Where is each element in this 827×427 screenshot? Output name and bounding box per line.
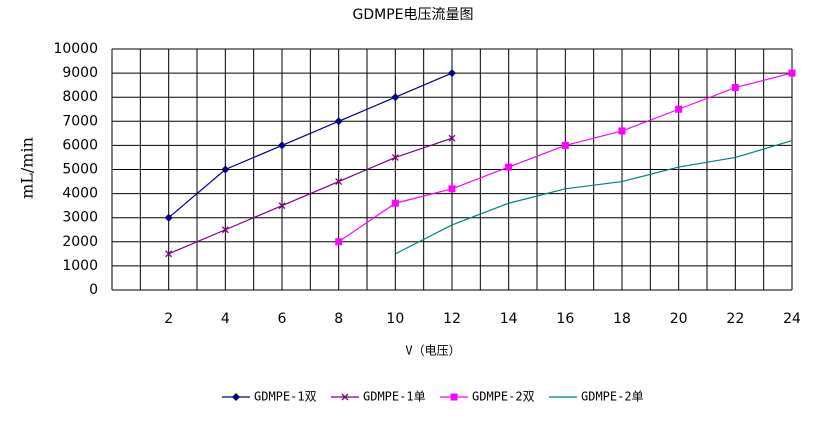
x-tick-label: 8 (334, 311, 343, 327)
legend-label: GDMPE-2单 (581, 390, 644, 404)
y-tick-label: 2000 (62, 234, 98, 250)
marker (278, 141, 286, 150)
chart-title: GDMPE电压流量图 (353, 7, 474, 23)
marker (788, 69, 796, 77)
x-tick-label: 6 (278, 311, 287, 327)
marker (448, 185, 456, 193)
marker (448, 134, 456, 142)
y-tick-label: 3000 (62, 210, 98, 226)
y-tick-label: 10000 (53, 41, 98, 57)
marker (391, 93, 400, 102)
y-tick-label: 0 (89, 282, 98, 298)
legend-label: GDMPE-1双 (254, 390, 317, 404)
marker (505, 163, 513, 171)
x-tick-label: 20 (670, 311, 688, 327)
x-tick-label: 10 (386, 311, 404, 327)
marker (232, 393, 240, 401)
marker (334, 117, 343, 126)
marker (335, 178, 343, 186)
y-tick-label: 5000 (62, 162, 98, 178)
marker (164, 213, 173, 222)
x-tick-label: 22 (726, 311, 744, 327)
marker (221, 226, 229, 234)
x-tick-label: 16 (556, 311, 574, 327)
marker (335, 238, 343, 246)
x-axis-label: V（电压） (405, 344, 460, 358)
marker (561, 141, 569, 149)
y-axis-label: mL/min (18, 137, 37, 199)
marker (618, 127, 626, 135)
y-tick-label: 7000 (62, 113, 98, 129)
marker (278, 202, 286, 210)
legend-label: GDMPE-1单 (363, 390, 426, 404)
legend-label: GDMPE-2双 (472, 390, 535, 404)
marker (165, 250, 173, 258)
series-line (168, 72, 453, 219)
x-tick-label: 12 (443, 311, 461, 327)
marker (341, 393, 349, 401)
y-tick-label: 4000 (62, 186, 98, 202)
x-tick-label: 24 (783, 311, 801, 327)
series-line (168, 137, 453, 255)
y-tick-label: 8000 (62, 89, 98, 105)
marker (391, 153, 399, 161)
series-line (395, 140, 793, 255)
marker (731, 84, 739, 92)
marker (675, 105, 683, 113)
x-tick-label: 18 (613, 311, 631, 327)
y-tick-label: 1000 (62, 258, 98, 274)
x-tick-label: 4 (221, 311, 230, 327)
marker (391, 199, 399, 207)
x-tick-label: 14 (500, 311, 518, 327)
marker (450, 393, 458, 401)
y-tick-label: 6000 (62, 137, 98, 153)
x-tick-label: 2 (164, 311, 173, 327)
marker (221, 165, 230, 174)
y-tick-label: 9000 (62, 65, 98, 81)
marker (448, 69, 456, 78)
